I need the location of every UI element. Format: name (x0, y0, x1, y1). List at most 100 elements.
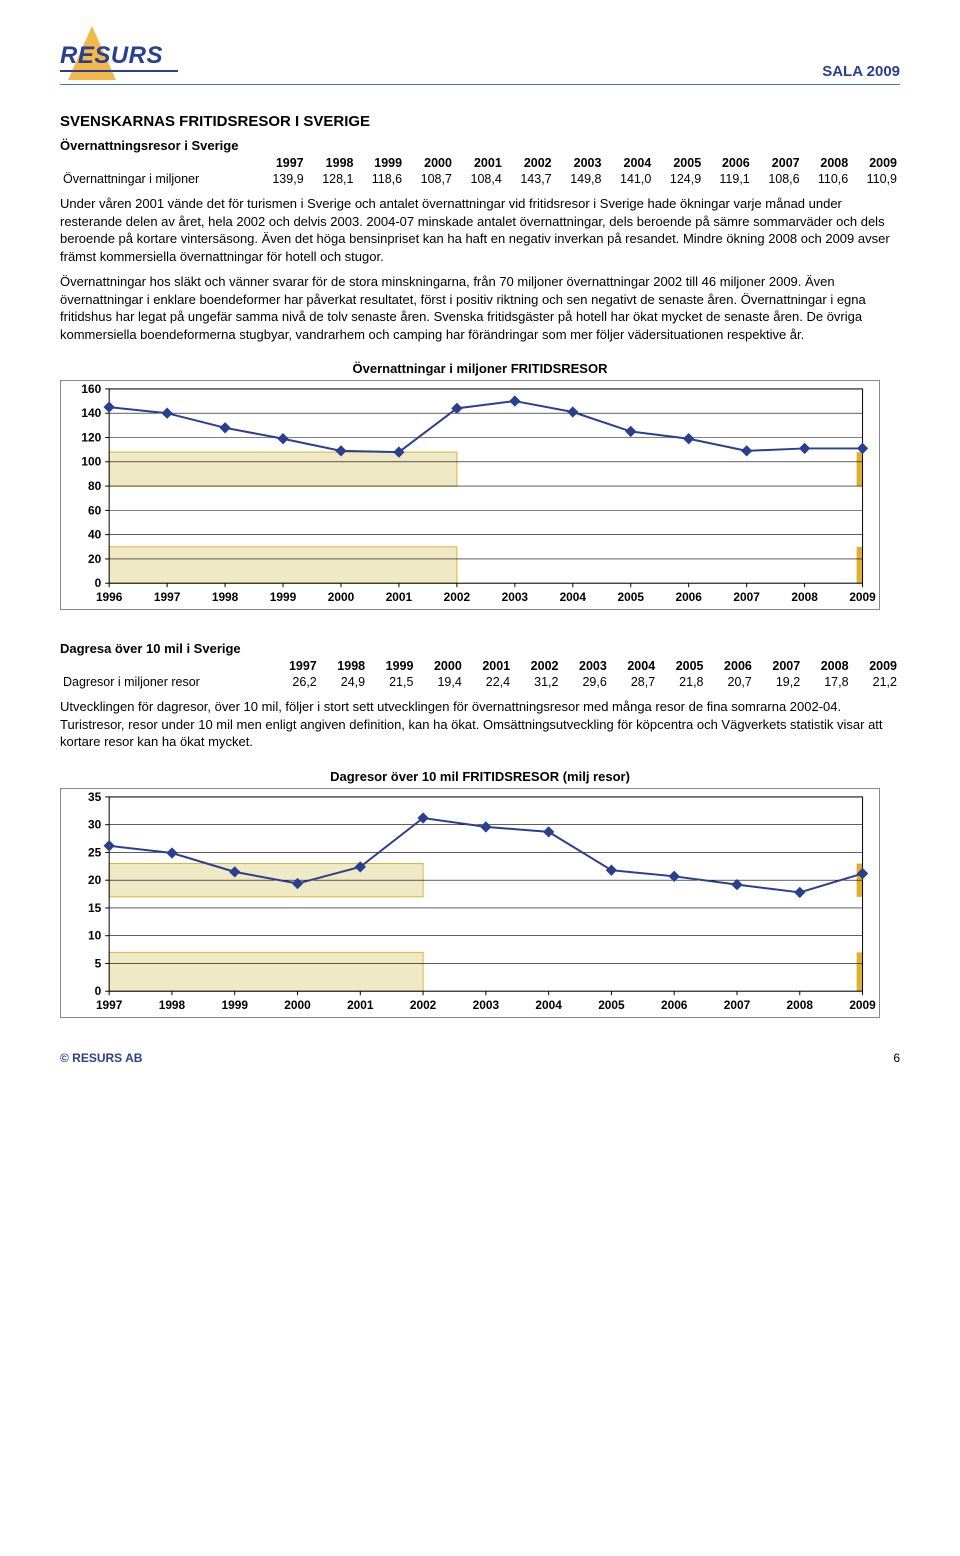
svg-text:2000: 2000 (284, 998, 311, 1012)
svg-text:2005: 2005 (618, 590, 645, 604)
svg-text:2003: 2003 (502, 590, 529, 604)
svg-text:2001: 2001 (347, 998, 374, 1012)
year-header: 2009 (851, 155, 900, 171)
year-header: 2000 (405, 155, 455, 171)
data-cell: 141,0 (604, 171, 654, 187)
chart2-container: Dagresor över 10 mil FRITIDSRESOR (milj … (60, 769, 900, 1021)
year-header: 2007 (755, 658, 803, 674)
svg-text:5: 5 (95, 956, 102, 970)
t2-rowlabel: Dagresor i miljoner resor (60, 674, 271, 690)
svg-text:2002: 2002 (444, 590, 471, 604)
chart2-title: Dagresor över 10 mil FRITIDSRESOR (milj … (60, 769, 900, 784)
svg-text:15: 15 (88, 901, 102, 915)
data-cell: 110,9 (851, 171, 900, 187)
svg-text:25: 25 (88, 845, 102, 859)
data-cell: 31,2 (513, 674, 561, 690)
svg-text:20: 20 (88, 873, 102, 887)
year-header: 2008 (803, 658, 851, 674)
year-header: 2003 (561, 658, 609, 674)
svg-text:1998: 1998 (159, 998, 186, 1012)
year-header: 1999 (368, 658, 416, 674)
year-header: 2006 (707, 658, 755, 674)
year-header: 1998 (320, 658, 368, 674)
data-cell: 108,4 (455, 171, 505, 187)
data-cell: 22,4 (465, 674, 513, 690)
svg-text:40: 40 (88, 528, 102, 542)
svg-text:2006: 2006 (675, 590, 702, 604)
svg-text:20: 20 (88, 552, 102, 566)
year-header: 2002 (505, 155, 555, 171)
data-cell: 139,9 (257, 171, 307, 187)
table-dagresor: 1997199819992000200120022003200420052006… (60, 658, 900, 690)
svg-text:2002: 2002 (410, 998, 437, 1012)
svg-text:0: 0 (95, 577, 102, 591)
svg-text:120: 120 (81, 431, 101, 445)
year-header: 2000 (416, 658, 464, 674)
footer-left: © RESURS AB (60, 1051, 142, 1065)
data-cell: 108,6 (753, 171, 803, 187)
section1-para2: Övernattningar hos släkt och vänner svar… (60, 273, 900, 343)
page-header: RESURS SALA 2009 (60, 30, 900, 85)
year-header: 2004 (604, 155, 654, 171)
svg-text:2008: 2008 (791, 590, 818, 604)
data-cell: 124,9 (654, 171, 704, 187)
data-cell: 128,1 (307, 171, 357, 187)
svg-text:1997: 1997 (96, 998, 123, 1012)
svg-text:2009: 2009 (849, 590, 876, 604)
t1-rowlabel: Övernattningar i miljoner (60, 171, 257, 187)
svg-text:2007: 2007 (733, 590, 760, 604)
section2-para: Utvecklingen för dagresor, över 10 mil, … (60, 698, 900, 751)
data-cell: 20,7 (707, 674, 755, 690)
svg-text:140: 140 (81, 407, 101, 421)
chart2-svg: 0510152025303519971998199920002001200220… (60, 788, 880, 1018)
section1-subheading: Övernattningsresor i Sverige (60, 138, 900, 153)
svg-text:2001: 2001 (386, 590, 413, 604)
svg-text:1999: 1999 (270, 590, 297, 604)
svg-text:2006: 2006 (661, 998, 688, 1012)
svg-text:100: 100 (81, 455, 101, 469)
year-header: 2001 (465, 658, 513, 674)
chart1-svg: 0204060801001201401601996199719981999200… (60, 380, 880, 610)
section1-para1: Under våren 2001 vände det för turismen … (60, 195, 900, 265)
svg-text:160: 160 (81, 382, 101, 396)
data-cell: 119,1 (704, 171, 753, 187)
logo-underline (60, 70, 178, 72)
page-footer: © RESURS AB 6 (60, 1051, 900, 1065)
year-header: 2007 (753, 155, 803, 171)
svg-text:2003: 2003 (473, 998, 500, 1012)
data-cell: 21,5 (368, 674, 416, 690)
svg-text:80: 80 (88, 479, 102, 493)
year-header: 1997 (257, 155, 307, 171)
data-cell: 19,4 (416, 674, 464, 690)
year-header: 2004 (610, 658, 658, 674)
header-right-label: SALA 2009 (822, 63, 900, 80)
footer-page-number: 6 (893, 1051, 900, 1065)
svg-text:2007: 2007 (724, 998, 751, 1012)
year-header: 2003 (555, 155, 605, 171)
svg-text:2009: 2009 (849, 998, 876, 1012)
data-cell: 26,2 (271, 674, 319, 690)
data-cell: 110,6 (803, 171, 852, 187)
svg-text:0: 0 (95, 984, 102, 998)
chart1-title: Övernattningar i miljoner FRITIDSRESOR (60, 361, 900, 376)
year-header: 2002 (513, 658, 561, 674)
svg-text:1999: 1999 (222, 998, 249, 1012)
table-overnattningar: 1997199819992000200120022003200420052006… (60, 155, 900, 187)
data-cell: 108,7 (405, 171, 455, 187)
year-header: 2006 (704, 155, 753, 171)
data-cell: 21,8 (658, 674, 706, 690)
data-cell: 17,8 (803, 674, 851, 690)
section2-subheading: Dagresa över 10 mil i Sverige (60, 641, 900, 656)
data-cell: 21,2 (852, 674, 900, 690)
svg-text:60: 60 (88, 504, 102, 518)
year-header: 2005 (654, 155, 704, 171)
year-header: 1997 (271, 658, 319, 674)
data-cell: 19,2 (755, 674, 803, 690)
data-cell: 118,6 (356, 171, 405, 187)
svg-text:1998: 1998 (212, 590, 239, 604)
year-header: 2008 (803, 155, 852, 171)
year-header: 2001 (455, 155, 505, 171)
logo-text: RESURS (60, 42, 163, 70)
svg-text:2004: 2004 (560, 590, 587, 604)
data-cell: 29,6 (561, 674, 609, 690)
